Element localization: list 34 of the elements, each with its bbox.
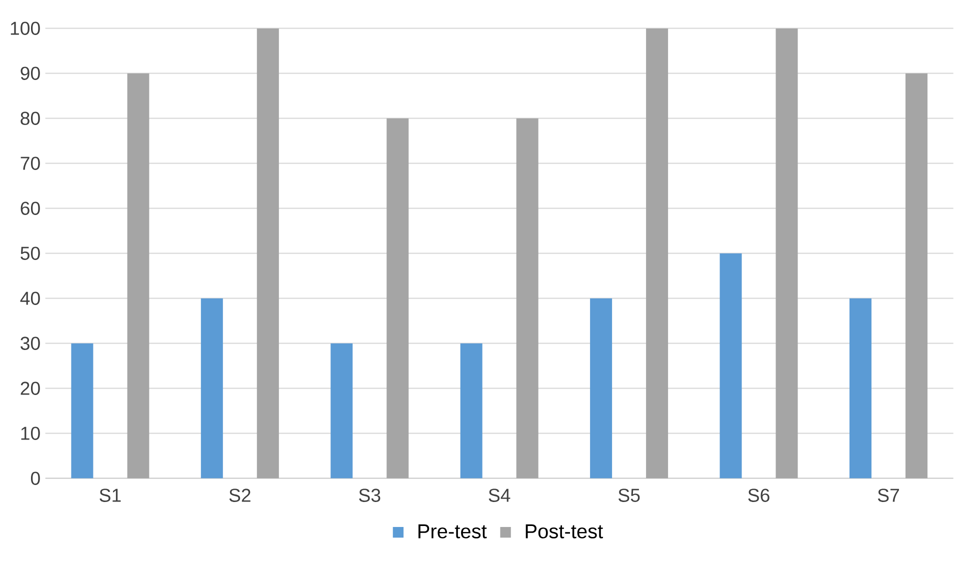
y-tick-label: 40: [20, 292, 40, 305]
y-tick-label: 20: [20, 382, 40, 395]
x-tick-label: S7: [878, 488, 899, 502]
y-tick-label: 80: [20, 112, 40, 125]
bar: [646, 28, 668, 478]
y-tick-label: 60: [20, 202, 40, 215]
bar: [256, 28, 279, 478]
bar: [720, 253, 742, 478]
y-tick-label: 50: [20, 246, 40, 260]
bar: [905, 73, 928, 478]
x-tick-label: S5: [618, 488, 640, 502]
y-tick-label: 70: [20, 156, 40, 170]
y-tick-label: 90: [20, 66, 40, 80]
legend-label: Pre-test: [418, 524, 487, 538]
bar: [776, 28, 798, 478]
bar: [386, 118, 409, 478]
bar: [127, 73, 150, 478]
y-tick-label: 100: [10, 22, 40, 35]
x-tick-label: S6: [748, 488, 770, 502]
x-tick-label: S4: [488, 488, 510, 502]
x-tick-label: S2: [229, 488, 250, 502]
x-tick-label: S3: [359, 488, 380, 502]
bar: [516, 118, 538, 478]
y-tick-label: 10: [21, 426, 40, 440]
bar: [849, 298, 872, 478]
bar: [71, 343, 94, 478]
y-tick-label: 0: [30, 472, 40, 485]
bar: [460, 343, 482, 478]
bar: [330, 343, 353, 478]
bar: [200, 298, 223, 478]
bar: [590, 298, 612, 478]
y-tick-label: 30: [20, 336, 40, 350]
x-tick-label: S1: [100, 488, 121, 502]
legend-label: Post-test: [526, 524, 603, 538]
